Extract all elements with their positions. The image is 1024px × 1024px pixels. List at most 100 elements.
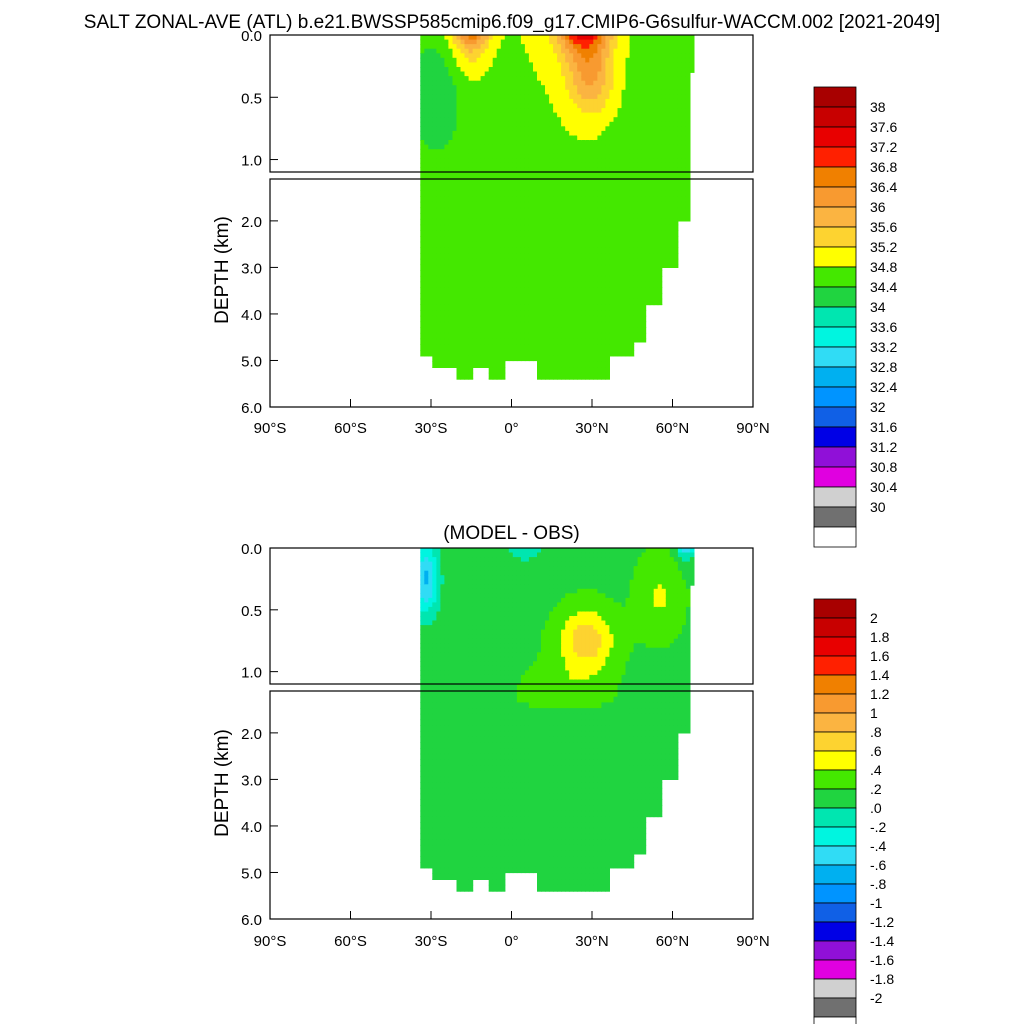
field-cell xyxy=(496,140,502,146)
field-cell xyxy=(484,350,490,357)
field-cell xyxy=(496,48,502,54)
field-cell xyxy=(488,253,494,260)
field-cell xyxy=(468,48,474,54)
field-cell xyxy=(601,126,606,132)
field-cell xyxy=(601,293,606,300)
field-cell xyxy=(669,126,675,132)
field-cell xyxy=(480,315,486,323)
field-cell xyxy=(605,130,610,137)
field-cell xyxy=(520,149,526,155)
field-cell xyxy=(460,62,466,68)
field-cell xyxy=(617,140,623,146)
field-cell xyxy=(609,327,614,334)
field-cell xyxy=(573,367,578,374)
field-cell xyxy=(456,135,462,141)
field-cell xyxy=(472,674,478,680)
field-cell xyxy=(456,661,462,667)
field-cell xyxy=(553,153,558,159)
field-cell xyxy=(609,196,614,203)
field-cell xyxy=(649,196,655,203)
field-cell xyxy=(524,625,530,631)
field-cell xyxy=(673,213,679,220)
field-cell xyxy=(657,89,663,95)
field-cell xyxy=(452,130,458,137)
field-cell xyxy=(492,264,498,271)
field-cell xyxy=(508,304,514,311)
field-cell xyxy=(533,112,538,118)
field-cell xyxy=(633,332,639,340)
field-cell xyxy=(436,293,441,300)
field-cell xyxy=(520,117,526,123)
field-cell xyxy=(673,67,679,73)
field-cell xyxy=(601,338,606,345)
field-cell xyxy=(545,103,550,109)
field-cell xyxy=(464,190,470,197)
field-cell xyxy=(561,190,566,197)
field-cell xyxy=(444,338,449,345)
field-cell xyxy=(496,218,502,226)
field-cell xyxy=(537,361,542,368)
field-cell xyxy=(661,144,667,150)
field-cell xyxy=(484,643,490,649)
field-cell xyxy=(500,80,506,86)
field-cell xyxy=(541,130,546,137)
field-cell xyxy=(593,327,598,334)
field-cell xyxy=(577,213,582,220)
field-cell xyxy=(520,108,526,114)
field-cell xyxy=(585,201,590,209)
field-cell xyxy=(512,625,518,631)
field-cell xyxy=(533,167,538,173)
field-cell xyxy=(549,332,554,340)
field-cell xyxy=(637,39,643,45)
field-cell xyxy=(524,98,530,105)
field-cell xyxy=(561,355,566,362)
field-cell xyxy=(484,611,490,617)
panel-1: 90°S 60°S 30°S 0° 30°N 60°N 90°N0.00.51.02.03.… xyxy=(212,28,897,548)
field-cell xyxy=(625,85,631,91)
field-cell xyxy=(561,298,566,305)
field-cell xyxy=(448,344,453,351)
field-cell xyxy=(460,548,466,554)
field-cell xyxy=(488,121,494,127)
field-cell xyxy=(605,361,610,368)
field-cell xyxy=(508,561,514,567)
field-cell xyxy=(605,230,610,237)
field-cell xyxy=(496,561,502,567)
field-cell xyxy=(516,629,522,635)
field-cell xyxy=(488,230,494,237)
field-cell xyxy=(557,275,562,283)
field-cell xyxy=(476,561,482,567)
field-cell xyxy=(484,98,490,105)
field-cell xyxy=(661,85,667,91)
field-cell xyxy=(420,121,425,127)
field-cell xyxy=(637,80,643,86)
field-cell xyxy=(649,89,655,95)
field-cell xyxy=(605,275,610,283)
field-cell xyxy=(581,53,586,59)
field-cell xyxy=(573,264,578,271)
field-cell xyxy=(553,184,558,191)
field-cell xyxy=(504,39,510,45)
field-cell xyxy=(428,293,433,300)
field-cell xyxy=(520,224,526,231)
field-cell xyxy=(669,184,675,191)
field-cell xyxy=(504,575,510,581)
field-cell xyxy=(577,247,582,254)
field-cell xyxy=(492,298,498,305)
field-cell xyxy=(456,121,462,127)
field-cell xyxy=(569,213,574,220)
field-cell xyxy=(472,44,478,50)
field-cell xyxy=(541,350,546,357)
field-cell xyxy=(460,570,466,576)
field-cell xyxy=(524,310,530,317)
field-cell xyxy=(516,332,522,340)
field-cell xyxy=(537,57,542,63)
field-cell xyxy=(448,327,453,334)
field-cell xyxy=(553,258,558,266)
field-cell xyxy=(520,321,526,328)
field-cell xyxy=(597,218,602,226)
field-cell xyxy=(633,184,639,191)
field-cell xyxy=(500,130,506,137)
field-cell xyxy=(436,332,441,340)
field-cell xyxy=(420,39,425,45)
